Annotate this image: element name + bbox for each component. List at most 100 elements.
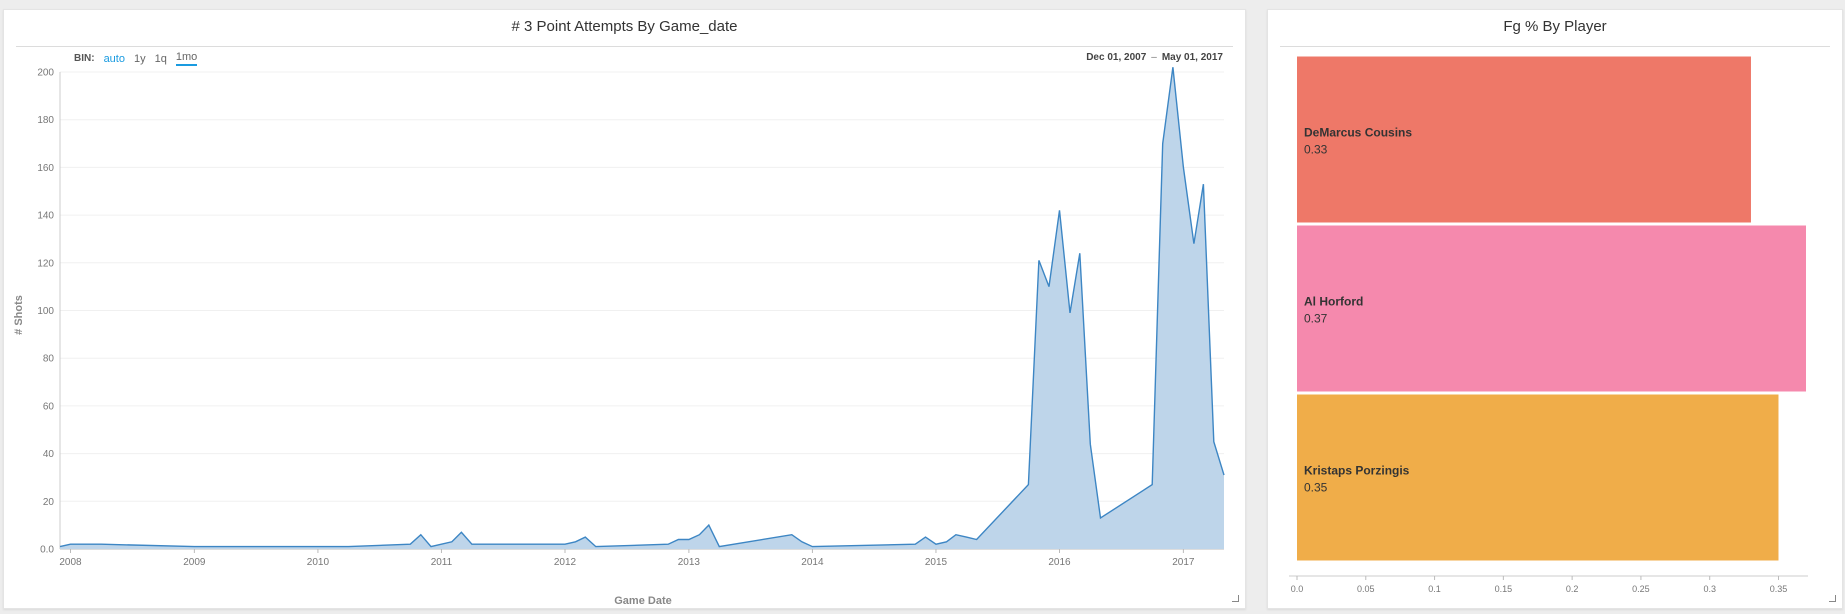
area-data-point[interactable] — [1161, 142, 1165, 146]
area-data-point[interactable] — [954, 533, 958, 537]
bar-al-horford[interactable] — [1297, 225, 1806, 392]
date-range[interactable]: Dec 01, 2007– May 01, 2017 — [1086, 52, 1223, 63]
bin-option-auto[interactable]: auto — [103, 52, 125, 65]
area-data-point[interactable] — [68, 542, 72, 546]
bar-demarcus-cousins[interactable] — [1297, 56, 1751, 223]
bar-value-label: 0.35 — [1304, 481, 1328, 495]
x-tick-label: 0.0 — [1291, 584, 1304, 594]
y-tick-label: 180 — [37, 115, 54, 126]
area-data-point[interactable] — [707, 523, 711, 527]
area-data-point[interactable] — [563, 542, 567, 546]
resize-handle-icon[interactable] — [1232, 595, 1239, 602]
area-data-point[interactable] — [1058, 208, 1062, 212]
area-data-point[interactable] — [573, 540, 577, 544]
bin-selector: BIN: auto 1y 1q 1mo — [74, 51, 198, 66]
x-tick-label: 2008 — [59, 557, 82, 568]
area-data-point[interactable] — [58, 545, 62, 549]
area-data-point[interactable] — [192, 545, 196, 549]
area-data-point[interactable] — [1068, 311, 1072, 315]
area-data-point[interactable] — [429, 545, 433, 549]
y-tick-label: 140 — [37, 211, 54, 222]
area-data-point[interactable] — [800, 540, 804, 544]
date-range-start[interactable]: Dec 01, 2007 — [1086, 52, 1147, 63]
date-range-end[interactable]: May 01, 2017 — [1161, 52, 1223, 63]
area-data-point[interactable] — [1150, 483, 1154, 487]
x-tick-label: 2012 — [554, 557, 577, 568]
area-data-point[interactable] — [1078, 251, 1082, 255]
area-data-point[interactable] — [790, 533, 794, 537]
resize-handle-icon[interactable] — [1829, 595, 1836, 602]
area-chart-panel: # 3 Point Attempts By Game_date BIN: aut… — [3, 9, 1246, 609]
y-tick-label: 160 — [37, 163, 54, 174]
area-series-fill — [60, 67, 1224, 549]
bar-chart-title: Fg % By Player — [1280, 10, 1830, 47]
area-data-point[interactable] — [346, 545, 350, 549]
area-data-point[interactable] — [459, 530, 463, 534]
y-tick-label: 0.0 — [40, 545, 54, 556]
bar-category-label: Kristaps Porzingis — [1304, 464, 1410, 478]
area-data-point[interactable] — [1192, 242, 1196, 246]
date-range-separator: – — [1151, 52, 1157, 63]
bar-category-label: Al Horford — [1304, 295, 1363, 309]
area-data-point[interactable] — [470, 542, 474, 546]
x-axis-label: Game Date — [614, 595, 671, 607]
area-data-point[interactable] — [1181, 165, 1185, 169]
area-data-point[interactable] — [697, 533, 701, 537]
area-data-point[interactable] — [408, 542, 412, 546]
area-chart-svg[interactable]: 0.0 20 40 60 80 100 120 140 160 180 200 2008 2009 20… — [4, 10, 1245, 608]
area-data-point[interactable] — [419, 533, 423, 537]
x-tick-label: 0.3 — [1703, 584, 1716, 594]
y-tick-label: 200 — [37, 68, 54, 79]
area-data-point[interactable] — [913, 542, 917, 546]
area-data-point[interactable] — [1212, 440, 1216, 444]
bin-label: BIN: — [74, 53, 95, 64]
area-data-point[interactable] — [1171, 65, 1175, 69]
bar-value-label: 0.33 — [1304, 143, 1328, 157]
area-data-point[interactable] — [964, 535, 968, 539]
area-data-point[interactable] — [1037, 258, 1041, 262]
area-data-point[interactable] — [923, 535, 927, 539]
y-tick-label: 20 — [43, 497, 55, 508]
area-data-point[interactable] — [1088, 442, 1092, 446]
area-data-point[interactable] — [450, 540, 454, 544]
area-chart-title: # 3 Point Attempts By Game_date — [16, 10, 1233, 47]
area-data-point[interactable] — [594, 545, 598, 549]
area-data-point[interactable] — [676, 537, 680, 541]
area-data-point[interactable] — [1201, 182, 1205, 186]
y-tick-label: 40 — [43, 449, 55, 460]
x-tick-label: 0.25 — [1632, 584, 1650, 594]
area-data-point[interactable] — [666, 542, 670, 546]
area-data-point[interactable] — [810, 545, 814, 549]
x-tick-label: 2009 — [183, 557, 206, 568]
bin-option-1y[interactable]: 1y — [133, 52, 146, 65]
bar-chart-svg[interactable]: DeMarcus Cousins 0.33 Al Horford 0.37 Krista… — [1268, 10, 1842, 608]
area-data-point[interactable] — [1047, 285, 1051, 289]
x-tick-label: 0.35 — [1770, 584, 1788, 594]
x-tick-label: 0.2 — [1566, 584, 1579, 594]
bar-category-label: DeMarcus Cousins — [1304, 126, 1412, 140]
x-tick-label: 0.05 — [1357, 584, 1375, 594]
area-data-point[interactable] — [1026, 483, 1030, 487]
y-tick-label: 100 — [37, 306, 54, 317]
area-data-point[interactable] — [687, 537, 691, 541]
area-data-point[interactable] — [934, 542, 938, 546]
area-data-point[interactable] — [975, 537, 979, 541]
x-tick-label: 2015 — [925, 557, 948, 568]
bin-option-1q[interactable]: 1q — [154, 52, 167, 65]
area-data-point[interactable] — [99, 542, 103, 546]
area-data-point[interactable] — [1098, 516, 1102, 520]
area-data-point[interactable] — [717, 545, 721, 549]
y-tick-label: 120 — [37, 258, 54, 269]
area-series-line — [59, 67, 1225, 548]
x-tick-label: 2010 — [307, 557, 330, 568]
x-tick-label: 0.15 — [1495, 584, 1513, 594]
x-tick-label: 2013 — [678, 557, 701, 568]
area-data-point[interactable] — [1222, 473, 1226, 477]
area-data-point[interactable] — [944, 540, 948, 544]
x-tick-label: 2014 — [801, 557, 824, 568]
bar-kristaps-porzingis[interactable] — [1297, 394, 1779, 561]
x-tick-label: 2017 — [1172, 557, 1195, 568]
bin-option-1mo[interactable]: 1mo — [175, 51, 198, 66]
area-data-point[interactable] — [583, 535, 587, 539]
x-tick-label: 2011 — [431, 557, 453, 568]
